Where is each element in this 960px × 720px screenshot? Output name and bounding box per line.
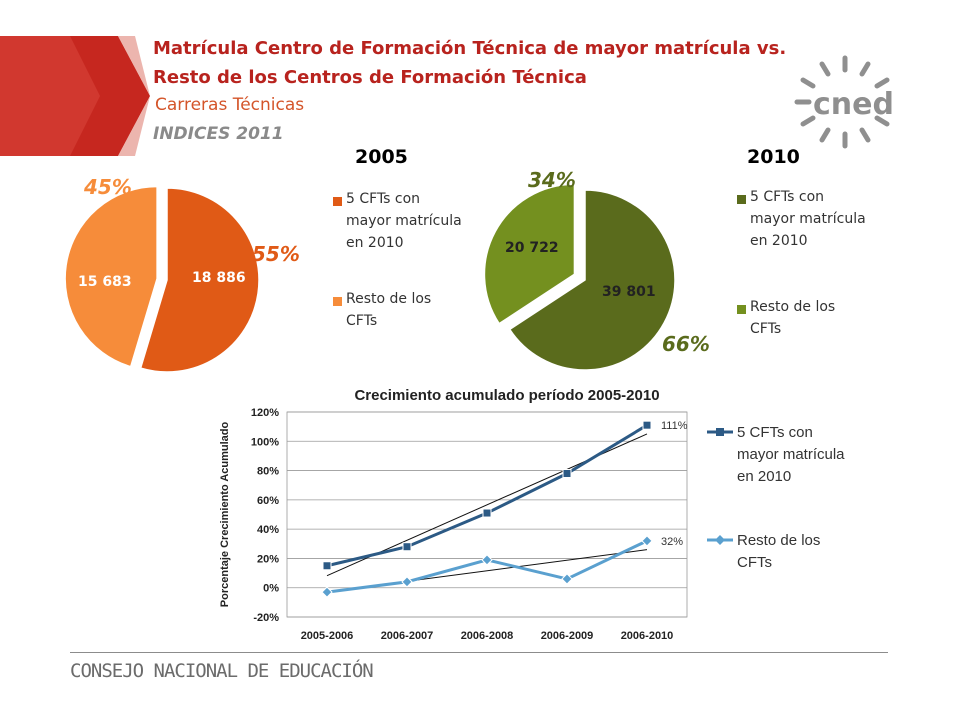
page-subtitle: Carreras Técnicas xyxy=(155,95,305,115)
footer-org: CONSEJO NACIONAL DE EDUCACIÓN xyxy=(70,660,374,682)
series-0-point xyxy=(322,561,332,571)
legend-2010-a: 5 CFTs con mayor matrícula en 2010 xyxy=(750,189,866,249)
line-chart-title: Crecimiento acumulado período 2005-2010 xyxy=(354,387,659,404)
y-tick-label: 0% xyxy=(263,583,279,595)
pie-2010-value-a: 39 801 xyxy=(602,284,656,300)
series-1-point xyxy=(321,586,333,598)
y-tick-label: 20% xyxy=(257,553,279,565)
series-line-1 xyxy=(326,539,648,594)
pie-2005-slice-0 xyxy=(139,187,260,373)
pie-2010-value-b: 20 722 xyxy=(505,240,559,256)
pie-2010-percent-b: 34% xyxy=(528,168,576,192)
series-1-point xyxy=(641,535,653,547)
pie-2005-percent-a: 55% xyxy=(252,242,300,266)
series-1-point xyxy=(481,554,493,566)
y-tick-label: 60% xyxy=(257,495,279,507)
series-0-point xyxy=(482,508,492,518)
series-0-point xyxy=(402,542,412,552)
x-tick-label: 2006-2010 xyxy=(621,630,674,642)
legend-2010-b: Resto de los CFTs xyxy=(750,299,836,337)
y-axis-label: Porcentaje Crecimiento Acumulado xyxy=(219,422,231,608)
plot-area xyxy=(286,411,688,618)
series-1-end-label: 32% xyxy=(661,536,683,548)
pie-2005-percent-b: 45% xyxy=(84,175,132,199)
cned-logo: cned xyxy=(794,55,894,149)
pie-chart-2005 xyxy=(64,185,260,373)
page-title: Matrícula Centro de Formación Técnica de… xyxy=(153,38,787,88)
pie-2010-slice-1 xyxy=(483,183,576,325)
legend-swatch-2010-b xyxy=(737,305,746,314)
legend-text-0: 5 CFTs con mayor matrícula en 2010 xyxy=(737,424,845,485)
legend-swatch-2005-a xyxy=(333,197,342,206)
series-1-point xyxy=(401,576,413,588)
series-0-point xyxy=(562,469,572,478)
pie-chart-2010 xyxy=(483,183,676,371)
legend-2005-a: 5 CFTs con mayor matrícula en 2010 xyxy=(346,191,462,251)
x-tick-label: 2006-2009 xyxy=(541,630,594,642)
pie-2005-value-b: 15 683 xyxy=(78,274,132,290)
x-tick-label: 2006-2007 xyxy=(381,630,434,642)
logo-text: cned xyxy=(813,87,894,122)
y-tick-label: 100% xyxy=(251,436,279,448)
legend-text-1: Resto de los CFTs xyxy=(737,532,820,571)
y-tick-label: -20% xyxy=(253,612,279,624)
y-tick-label: 80% xyxy=(257,466,279,478)
footer-divider xyxy=(70,652,888,653)
legend-2005-b: Resto de los CFTs xyxy=(346,291,432,329)
series-0-end-label: 111% xyxy=(661,420,688,432)
y-tick-label: 40% xyxy=(257,524,279,536)
pie-2005-slice-1 xyxy=(64,185,158,368)
series-1-point xyxy=(561,573,573,585)
y-tick-label: 120% xyxy=(251,407,279,419)
pie-2010-title: 2010 xyxy=(747,146,800,168)
sun-rays-icon xyxy=(794,55,890,149)
legend-marker-1 xyxy=(715,535,725,545)
legend-marker-0 xyxy=(716,428,724,436)
header-banner xyxy=(0,36,150,156)
pie-2010-slice-0 xyxy=(508,189,676,371)
legend-swatch-2010-a xyxy=(737,195,746,204)
indices-label: INDICES 2011 xyxy=(153,124,284,144)
pie-2010-percent-a: 66% xyxy=(662,332,710,356)
pie-2005-value-a: 18 886 xyxy=(192,270,246,286)
x-tick-label: 2005-2006 xyxy=(301,630,354,642)
legend-swatch-2005-b xyxy=(333,297,342,306)
series-0-point xyxy=(642,420,652,430)
line-chart-growth: Crecimiento acumulado período 2005-2010 P… xyxy=(219,387,845,642)
series-line-0 xyxy=(326,423,648,568)
pie-2005-title: 2005 xyxy=(355,146,408,168)
x-tick-label: 2006-2008 xyxy=(461,630,514,642)
